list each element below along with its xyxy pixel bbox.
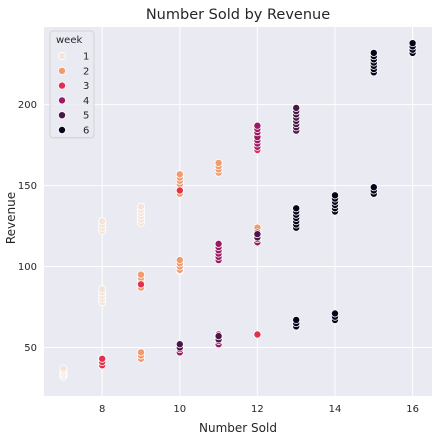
x-tick-label: 8 — [99, 404, 105, 415]
x-tick-label: 12 — [251, 404, 264, 415]
data-point-week-2 — [175, 256, 184, 265]
x-tick-label: 16 — [406, 404, 419, 415]
data-point-week-3 — [175, 186, 184, 195]
data-point-week-4 — [214, 239, 223, 248]
data-point-week-3 — [253, 330, 262, 339]
data-point-week-2 — [136, 348, 145, 357]
data-point-week-5 — [292, 103, 301, 112]
legend-label-week-2: 2 — [83, 66, 89, 77]
legend-label-week-4: 4 — [83, 96, 89, 107]
y-axis-label: Revenue — [4, 192, 18, 244]
data-point-week-6 — [369, 48, 378, 57]
data-point-week-6 — [292, 315, 301, 324]
legend-marker-week-3 — [58, 81, 67, 90]
data-point-week-1 — [136, 202, 145, 211]
plot-area — [44, 27, 432, 396]
y-tick-label: 200 — [18, 100, 37, 111]
x-axis-label: Number Sold — [199, 421, 277, 435]
data-point-week-1 — [59, 364, 68, 373]
data-point-week-5 — [175, 340, 184, 349]
legend-label-week-6: 6 — [83, 126, 89, 137]
x-tick-label: 10 — [173, 404, 186, 415]
data-point-week-3 — [136, 280, 145, 289]
legend-label-week-1: 1 — [83, 52, 89, 63]
data-point-week-4 — [253, 121, 262, 130]
data-point-week-3 — [98, 354, 107, 363]
data-point-week-6 — [408, 39, 417, 48]
y-tick-label: 100 — [18, 262, 37, 273]
x-tick-label: 14 — [329, 404, 342, 415]
data-point-week-2 — [214, 158, 223, 167]
data-point-week-5 — [253, 230, 262, 239]
data-point-week-2 — [175, 170, 184, 179]
legend-marker-week-1 — [58, 52, 67, 61]
data-point-week-1 — [98, 217, 107, 226]
chart-title: Number Sold by Revenue — [146, 7, 330, 23]
data-point-week-6 — [330, 309, 339, 318]
legend-marker-week-5 — [58, 111, 67, 120]
legend-marker-week-2 — [58, 66, 67, 75]
data-point-week-1 — [98, 285, 107, 294]
legend-marker-week-6 — [58, 126, 67, 135]
legend-label-week-3: 3 — [83, 81, 89, 92]
data-point-week-6 — [292, 204, 301, 213]
y-tick-label: 150 — [18, 181, 37, 192]
y-tick-label: 50 — [24, 343, 37, 354]
legend-title: week — [56, 35, 82, 46]
data-point-week-2 — [136, 270, 145, 279]
legend-marker-week-4 — [58, 96, 67, 105]
legend-label-week-5: 5 — [83, 111, 89, 122]
data-point-week-5 — [214, 332, 223, 341]
data-point-week-6 — [369, 183, 378, 192]
data-point-week-6 — [330, 191, 339, 200]
